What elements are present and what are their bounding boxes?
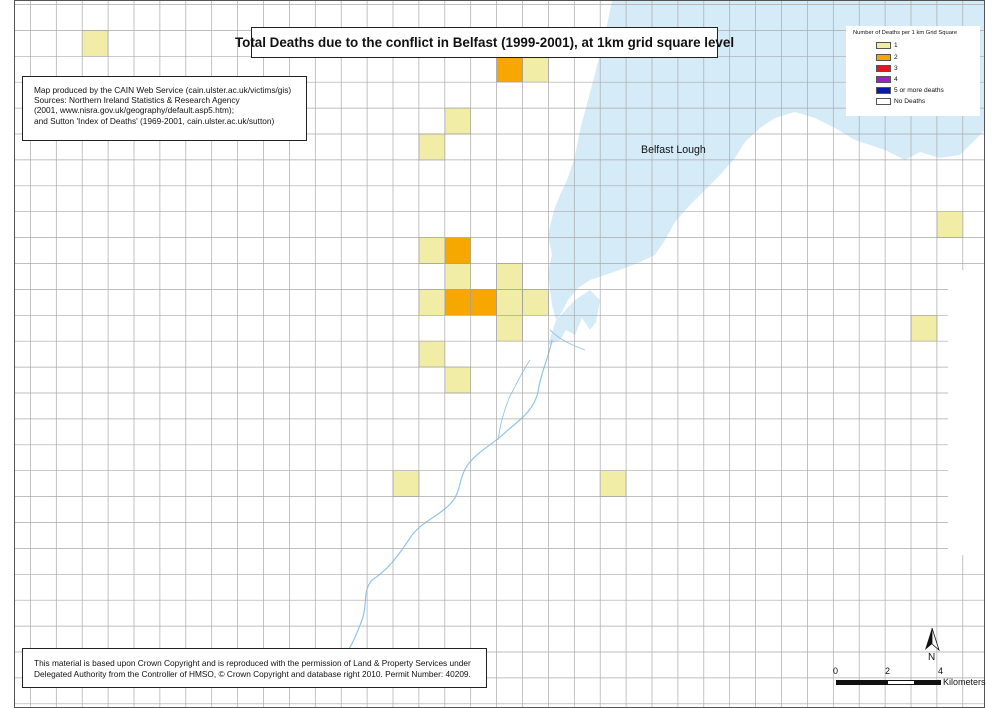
- legend-item: 3: [876, 64, 898, 72]
- water-label: Belfast Lough: [641, 144, 706, 156]
- credit-line: Sources: Northern Ireland Statistics & R…: [34, 95, 240, 106]
- scale-tick-0: 0: [833, 666, 839, 676]
- river-tributary-2: [549, 329, 586, 351]
- copyright-line: This material is based upon Crown Copyri…: [34, 658, 471, 668]
- legend-item: 2: [876, 53, 898, 61]
- death-grid-square[interactable]: [444, 237, 471, 264]
- legend-item: 1: [876, 41, 898, 49]
- river-lagan: [339, 339, 553, 663]
- legend-item: 5 or more deaths: [876, 86, 944, 94]
- death-grid-square[interactable]: [418, 237, 446, 264]
- death-grid-square[interactable]: [522, 55, 549, 83]
- death-cells-layer: [81, 30, 964, 497]
- copyright-line: Delegated Authority from the Controller …: [34, 668, 471, 679]
- legend: Number of Deaths per 1 km Grid Square 1 …: [846, 26, 980, 116]
- death-grid-square[interactable]: [496, 55, 523, 83]
- legend-swatch-1: [876, 41, 891, 49]
- death-grid-square[interactable]: [496, 289, 523, 316]
- death-grid-square[interactable]: [496, 263, 523, 290]
- scale-tick-2: 2: [885, 666, 891, 676]
- death-grid-square[interactable]: [910, 314, 938, 342]
- death-grid-square[interactable]: [522, 289, 549, 316]
- legend-swatch-4: [876, 75, 891, 83]
- death-grid-square[interactable]: [599, 470, 627, 497]
- death-grid-square[interactable]: [418, 133, 446, 161]
- map-title: Total Deaths due to the conflict in Belf…: [234, 35, 735, 50]
- legend-swatch-5: [876, 86, 891, 94]
- legend-label: 3: [894, 64, 898, 72]
- legend-title: Number of Deaths per 1 km Grid Square: [853, 30, 958, 36]
- credit-line: and Sutton 'Index of Deaths' (1969-2001,…: [34, 115, 275, 126]
- legend-label: 5 or more deaths: [894, 86, 944, 94]
- death-grid-square[interactable]: [470, 289, 497, 316]
- copyright-box: This material is based upon Crown Copyri…: [22, 648, 487, 688]
- death-grid-square[interactable]: [81, 30, 109, 57]
- coverage-mask: [948, 270, 985, 555]
- death-grid-square[interactable]: [496, 314, 523, 342]
- credit-line: (2001, www.nisra.gov.uk/geography/defaul…: [34, 105, 235, 116]
- death-grid-square[interactable]: [444, 107, 471, 135]
- legend-label: 2: [894, 53, 898, 61]
- legend-item: No Deaths: [876, 97, 925, 105]
- legend-swatch-none: [876, 97, 891, 105]
- death-grid-square[interactable]: [392, 470, 420, 497]
- scale-unit: Kilometers: [943, 677, 986, 687]
- title-box: Total Deaths due to the conflict in Belf…: [235, 27, 734, 58]
- death-grid-square[interactable]: [444, 366, 471, 394]
- death-grid-square[interactable]: [418, 340, 446, 368]
- north-label: N: [928, 652, 936, 663]
- legend-label: No Deaths: [894, 97, 926, 105]
- river-tributary: [497, 359, 531, 441]
- scale-tick-4: 4: [938, 666, 944, 676]
- credits-box: Map produced by the CAIN Web Service (ca…: [22, 76, 307, 141]
- legend-label: 1: [894, 41, 898, 49]
- legend-label: 4: [894, 75, 898, 83]
- legend-swatch-2: [876, 53, 891, 61]
- legend-item: 4: [876, 75, 898, 83]
- scale-bar: [836, 680, 941, 685]
- death-grid-square[interactable]: [444, 289, 471, 316]
- death-grid-square[interactable]: [936, 211, 964, 238]
- legend-swatch-3: [876, 64, 891, 72]
- death-grid-square[interactable]: [444, 263, 471, 290]
- credit-line: Map produced by the CAIN Web Service (ca…: [34, 85, 292, 95]
- death-grid-square[interactable]: [418, 289, 446, 316]
- north-arrow-icon: [925, 627, 940, 652]
